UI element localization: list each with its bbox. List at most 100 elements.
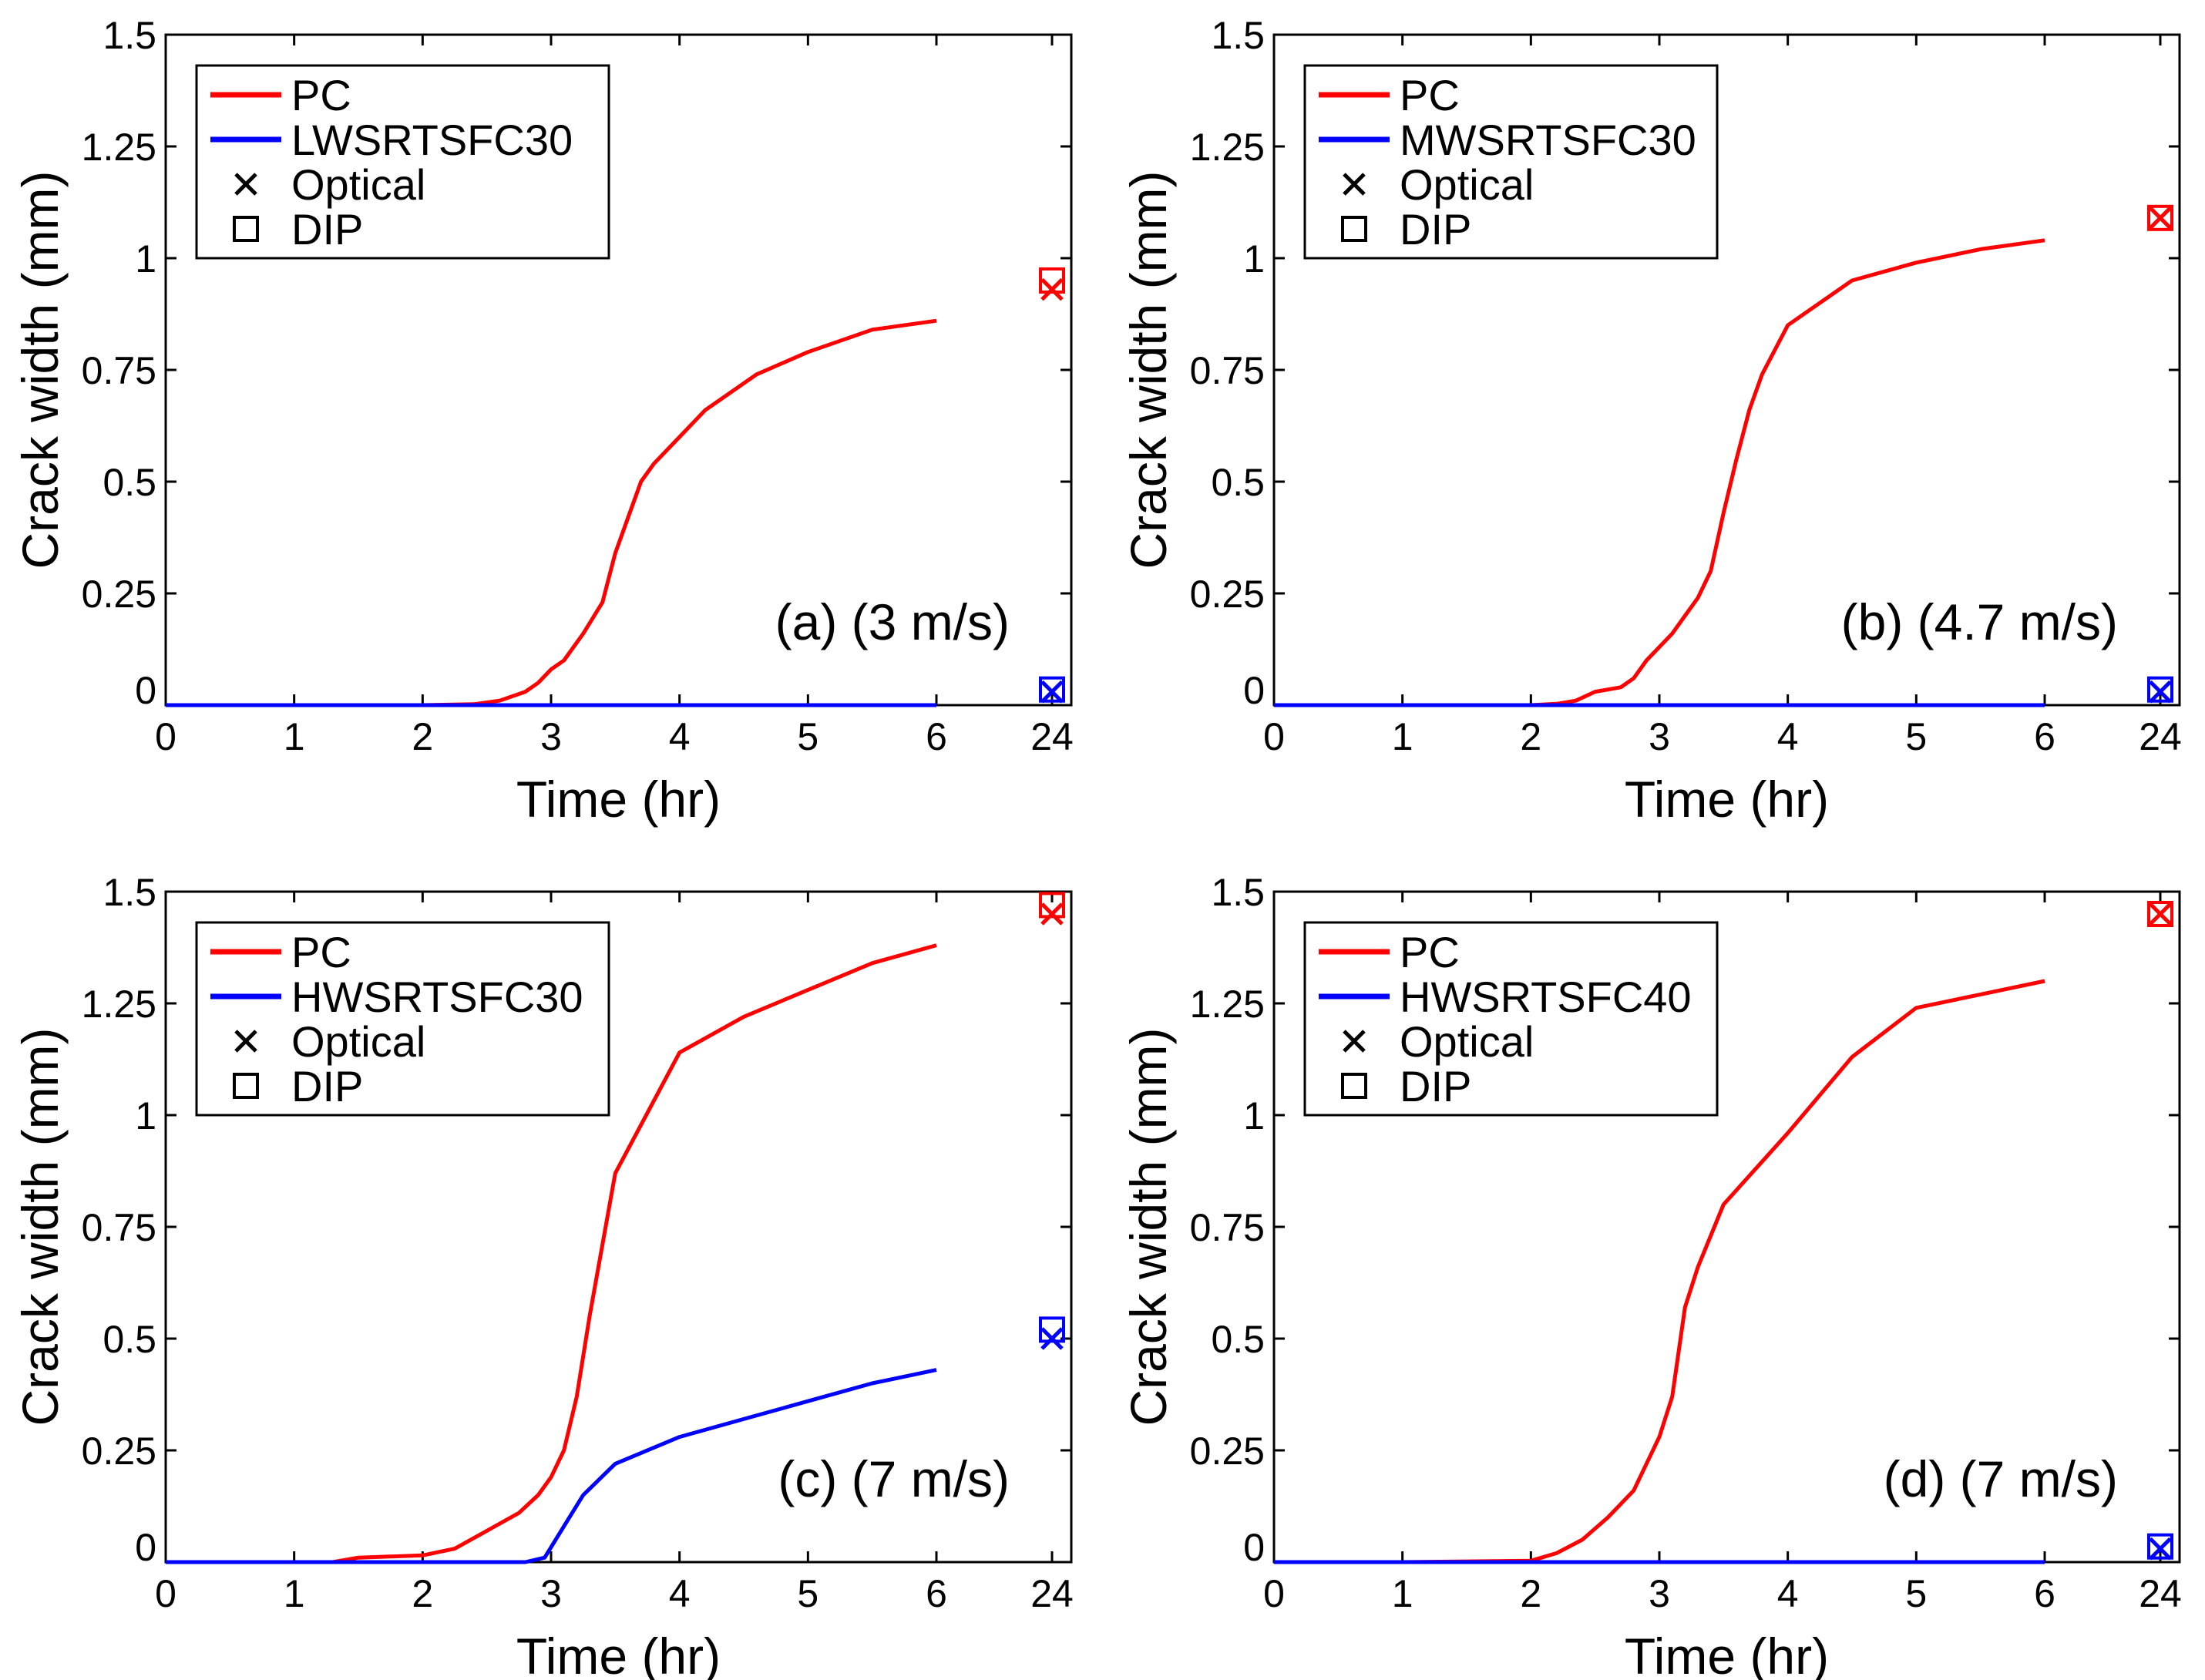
marker-optical-lwsrtsfc30 [1040,680,1064,704]
y-tick-label: 0.25 [82,1430,156,1473]
legend-label: DIP [291,205,363,254]
x-tick-label: 4 [669,1572,691,1615]
x-tick-label: 2 [412,715,433,758]
y-tick-label: 0.5 [1211,461,1265,504]
y-tick-label: 0.5 [103,1318,156,1361]
marker-dip-mwsrtsfc30 [2147,676,2173,703]
x-tick-label: 3 [540,1572,562,1615]
chart-panel-a: 0 0.25 0.5 0.75 1 1.25 1.5 0 1 2 3 4 5 6 24 Time (hr) Cr… [12,14,1074,828]
x-tick-label: 5 [1905,1572,1927,1615]
y-tick-label: 0.75 [82,1206,156,1249]
marker-dip-pc [2147,901,2173,927]
y-tick-label: 1.25 [82,983,156,1026]
y-tick-label: 1 [135,237,156,281]
x-tick-label: 2 [1520,1572,1541,1615]
legend-label: DIP [291,1062,363,1110]
x-tick-label: 1 [284,715,305,758]
series-line-pc [166,318,937,707]
y-tick-label: 1 [135,1094,156,1137]
y-tick-label: 0 [135,1526,156,1569]
x-tick-label: 5 [1905,715,1927,758]
y-tick-label: 0.5 [103,461,156,504]
panel-annotation: (d) (7 m/s) [1884,1450,2118,1507]
legend-frame [195,64,610,260]
series-line-pc [1274,979,2045,1564]
x-tick-label: 3 [1649,715,1670,758]
y-tick-label: 0.75 [1190,1206,1265,1249]
x-tick-label: 0 [155,715,176,758]
legend-label: DIP [1400,205,1471,254]
legend-label: PC [291,71,351,119]
legend-label: PC [291,928,351,976]
x-tick-label: 24 [1030,715,1074,758]
marker-optical-pc [2149,902,2172,926]
legend-frame [195,921,610,1117]
y-axis-title: Crack width (mm) [1120,170,1177,569]
legend-label: PC [1400,928,1460,976]
y-tick-label: 0.25 [1190,1430,1265,1473]
x-tick-label: 4 [1777,715,1799,758]
marker-dip-hwsrtsfc40 [2147,1533,2173,1560]
y-tick-label: 1.25 [1190,983,1265,1026]
legend-swatch-x-marker [234,1030,257,1053]
y-tick-label: 0.25 [1190,573,1265,616]
x-axis-title: Time (hr) [516,771,721,828]
x-axis-title: Time (hr) [516,1628,721,1680]
legend-label: Optical [1400,160,1534,209]
legend-swatch-x-marker [234,173,257,196]
y-tick-label: 1.5 [103,871,156,914]
panel-annotation: (b) (4.7 m/s) [1841,593,2118,650]
x-tick-label: 3 [1649,1572,1670,1615]
legend-label: DIP [1400,1062,1471,1110]
y-tick-label: 1.25 [1190,126,1265,169]
panel-annotation: (c) (7 m/s) [778,1450,1010,1507]
legend-frame [1303,64,1719,260]
x-tick-label: 5 [797,715,818,758]
y-tick-label: 1.5 [1211,14,1265,57]
chart-panel-c: 0 0.25 0.5 0.75 1 1.25 1.5 0 1 2 3 4 5 6 24 Time (hr) Cr… [12,871,1074,1680]
marker-optical-pc [2149,207,2172,230]
x-tick-label: 0 [155,1572,176,1615]
chart-panel-d: 0 0.25 0.5 0.75 1 1.25 1.5 0 1 2 3 4 5 6 24 Time (hr) Cr… [1120,871,2182,1680]
x-tick-label: 4 [669,715,691,758]
x-tick-label: 6 [2034,1572,2055,1615]
x-tick-label: 2 [412,1572,433,1615]
y-tick-label: 0 [135,669,156,712]
y-axis-title: Crack width (mm) [1120,1027,1177,1426]
x-tick-label: 5 [797,1572,818,1615]
legend-swatch-square-marker [233,216,259,242]
x-tick-label: 4 [1777,1572,1799,1615]
legend-swatch-square-marker [1341,1073,1367,1099]
x-tick-label: 3 [540,715,562,758]
x-tick-label: 6 [926,1572,947,1615]
y-axis-title: Crack width (mm) [12,1027,69,1426]
y-tick-label: 0.75 [82,349,156,392]
y-tick-label: 1.25 [82,126,156,169]
panel-annotation: (a) (3 m/s) [775,593,1010,650]
y-axis-title: Crack width (mm) [12,170,69,569]
legend-label: Optical [291,160,425,209]
x-axis-title: Time (hr) [1625,1628,1829,1680]
series-line-hwsrtsfc30 [166,1368,937,1564]
y-tick-label: 0.5 [1211,1318,1265,1361]
y-tick-label: 0.75 [1190,349,1265,392]
legend-swatch-square-marker [1341,216,1367,242]
legend-swatch-x-marker [1343,1030,1366,1053]
y-tick-label: 0 [1243,669,1265,712]
y-tick-label: 1.5 [1211,871,1265,914]
legend-swatch-x-marker [1343,173,1366,196]
legend-label: HWSRTSFC30 [291,973,583,1021]
x-tick-label: 0 [1263,1572,1285,1615]
x-tick-label: 1 [284,1572,305,1615]
series-line-pc [1274,238,2045,707]
x-axis-title: Time (hr) [1625,771,1829,828]
chart-panel-b: 0 0.25 0.5 0.75 1 1.25 1.5 0 1 2 3 4 5 6 24 Time (hr) Cr… [1120,14,2182,828]
y-tick-label: 0 [1243,1526,1265,1569]
y-tick-label: 0.25 [82,573,156,616]
x-tick-label: 24 [2139,1572,2182,1615]
y-tick-label: 1 [1243,1094,1265,1137]
legend-label: LWSRTSFC30 [291,116,573,164]
